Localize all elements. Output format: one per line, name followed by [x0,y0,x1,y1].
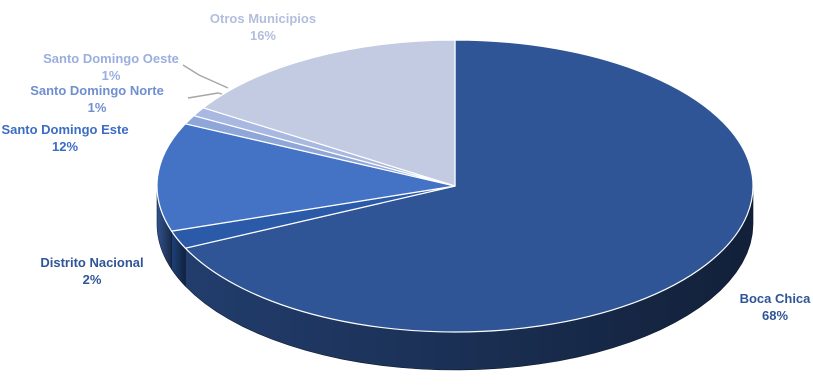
label-otros-municipios: Otros Municipios 16% [210,10,316,44]
label-santo-domingo-este: Santo Domingo Este 12% [1,121,128,155]
label-santo-domingo-oeste-name: Santo Domingo Oeste [43,51,179,66]
label-boca-chica: Boca Chica 68% [740,290,811,324]
leader-line-4 [182,64,229,89]
label-boca-chica-name: Boca Chica [739,291,811,306]
label-santo-domingo-norte-name: Santo Domingo Norte [30,83,164,98]
pie-slice-2 [156,123,456,232]
label-santo-domingo-norte-pct: 1% [87,100,107,115]
label-distrito-nacional-name: Distrito Nacional [40,255,144,270]
pie-slice-5 [202,39,456,187]
label-santo-domingo-oeste-pct: 1% [101,68,121,83]
label-santo-domingo-norte: Santo Domingo Norte 1% [30,82,164,116]
label-distrito-nacional-pct: 2% [82,272,102,287]
label-otros-municipios-name: Otros Municipios [209,11,317,26]
label-santo-domingo-este-name: Santo Domingo Este [1,122,129,137]
label-boca-chica-pct: 68% [761,308,789,323]
label-distrito-nacional: Distrito Nacional 2% [40,254,143,288]
label-otros-municipios-pct: 16% [249,28,277,43]
leader-line-3 [187,92,223,99]
pie-slice-0 [184,39,754,333]
label-santo-domingo-oeste: Santo Domingo Oeste 1% [43,50,179,84]
label-santo-domingo-este-pct: 12% [51,139,79,154]
